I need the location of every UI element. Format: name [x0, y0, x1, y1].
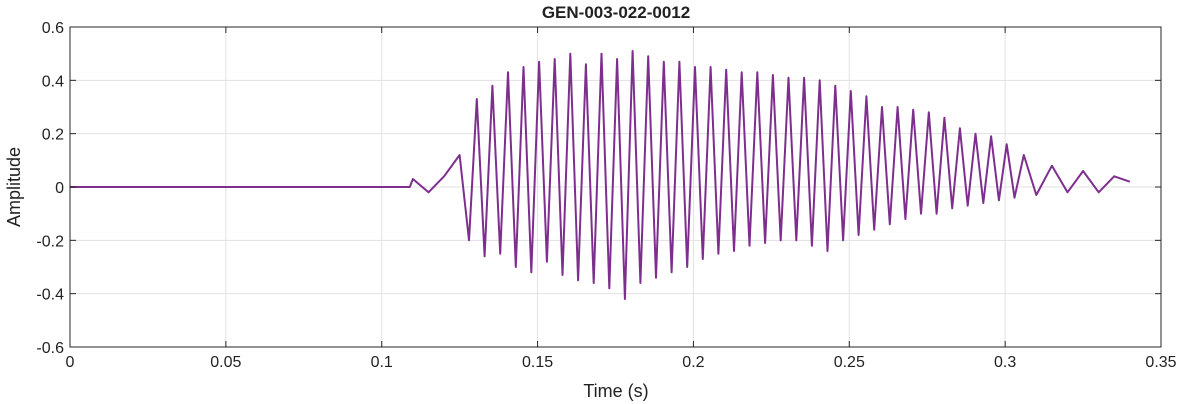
x-tick-label: 0.15: [522, 354, 553, 371]
series-layer: [70, 50, 1131, 300]
y-tick-label: 0.2: [42, 127, 64, 144]
y-axis-label: Amplitude: [4, 147, 24, 227]
x-axis-label: Time (s): [583, 381, 648, 401]
chart-title: GEN-003-022-0012: [542, 3, 690, 22]
x-tick-label: 0.1: [371, 354, 393, 371]
waveform-line: [70, 50, 1131, 300]
x-tick-label: 0.2: [682, 354, 704, 371]
y-tick-label: -0.4: [36, 287, 64, 304]
y-tick-label: 0.4: [42, 73, 64, 90]
x-tick-label: 0.35: [1145, 354, 1176, 371]
x-tick-label: 0: [66, 354, 75, 371]
y-tick-label: 0.6: [42, 20, 64, 37]
y-tick-label: -0.6: [36, 340, 64, 357]
y-tick-label: 0: [55, 180, 64, 197]
x-axis: 0 0.05 0.1 0.15 0.2 0.25 0.3 0.35: [66, 27, 1177, 371]
x-tick-label: 0.05: [210, 354, 241, 371]
y-axis: -0.6 -0.4 -0.2 0 0.2 0.4 0.6: [36, 20, 1161, 357]
y-tick-label: -0.2: [36, 233, 64, 250]
x-tick-label: 0.3: [994, 354, 1016, 371]
x-tick-label: 0.25: [834, 354, 865, 371]
